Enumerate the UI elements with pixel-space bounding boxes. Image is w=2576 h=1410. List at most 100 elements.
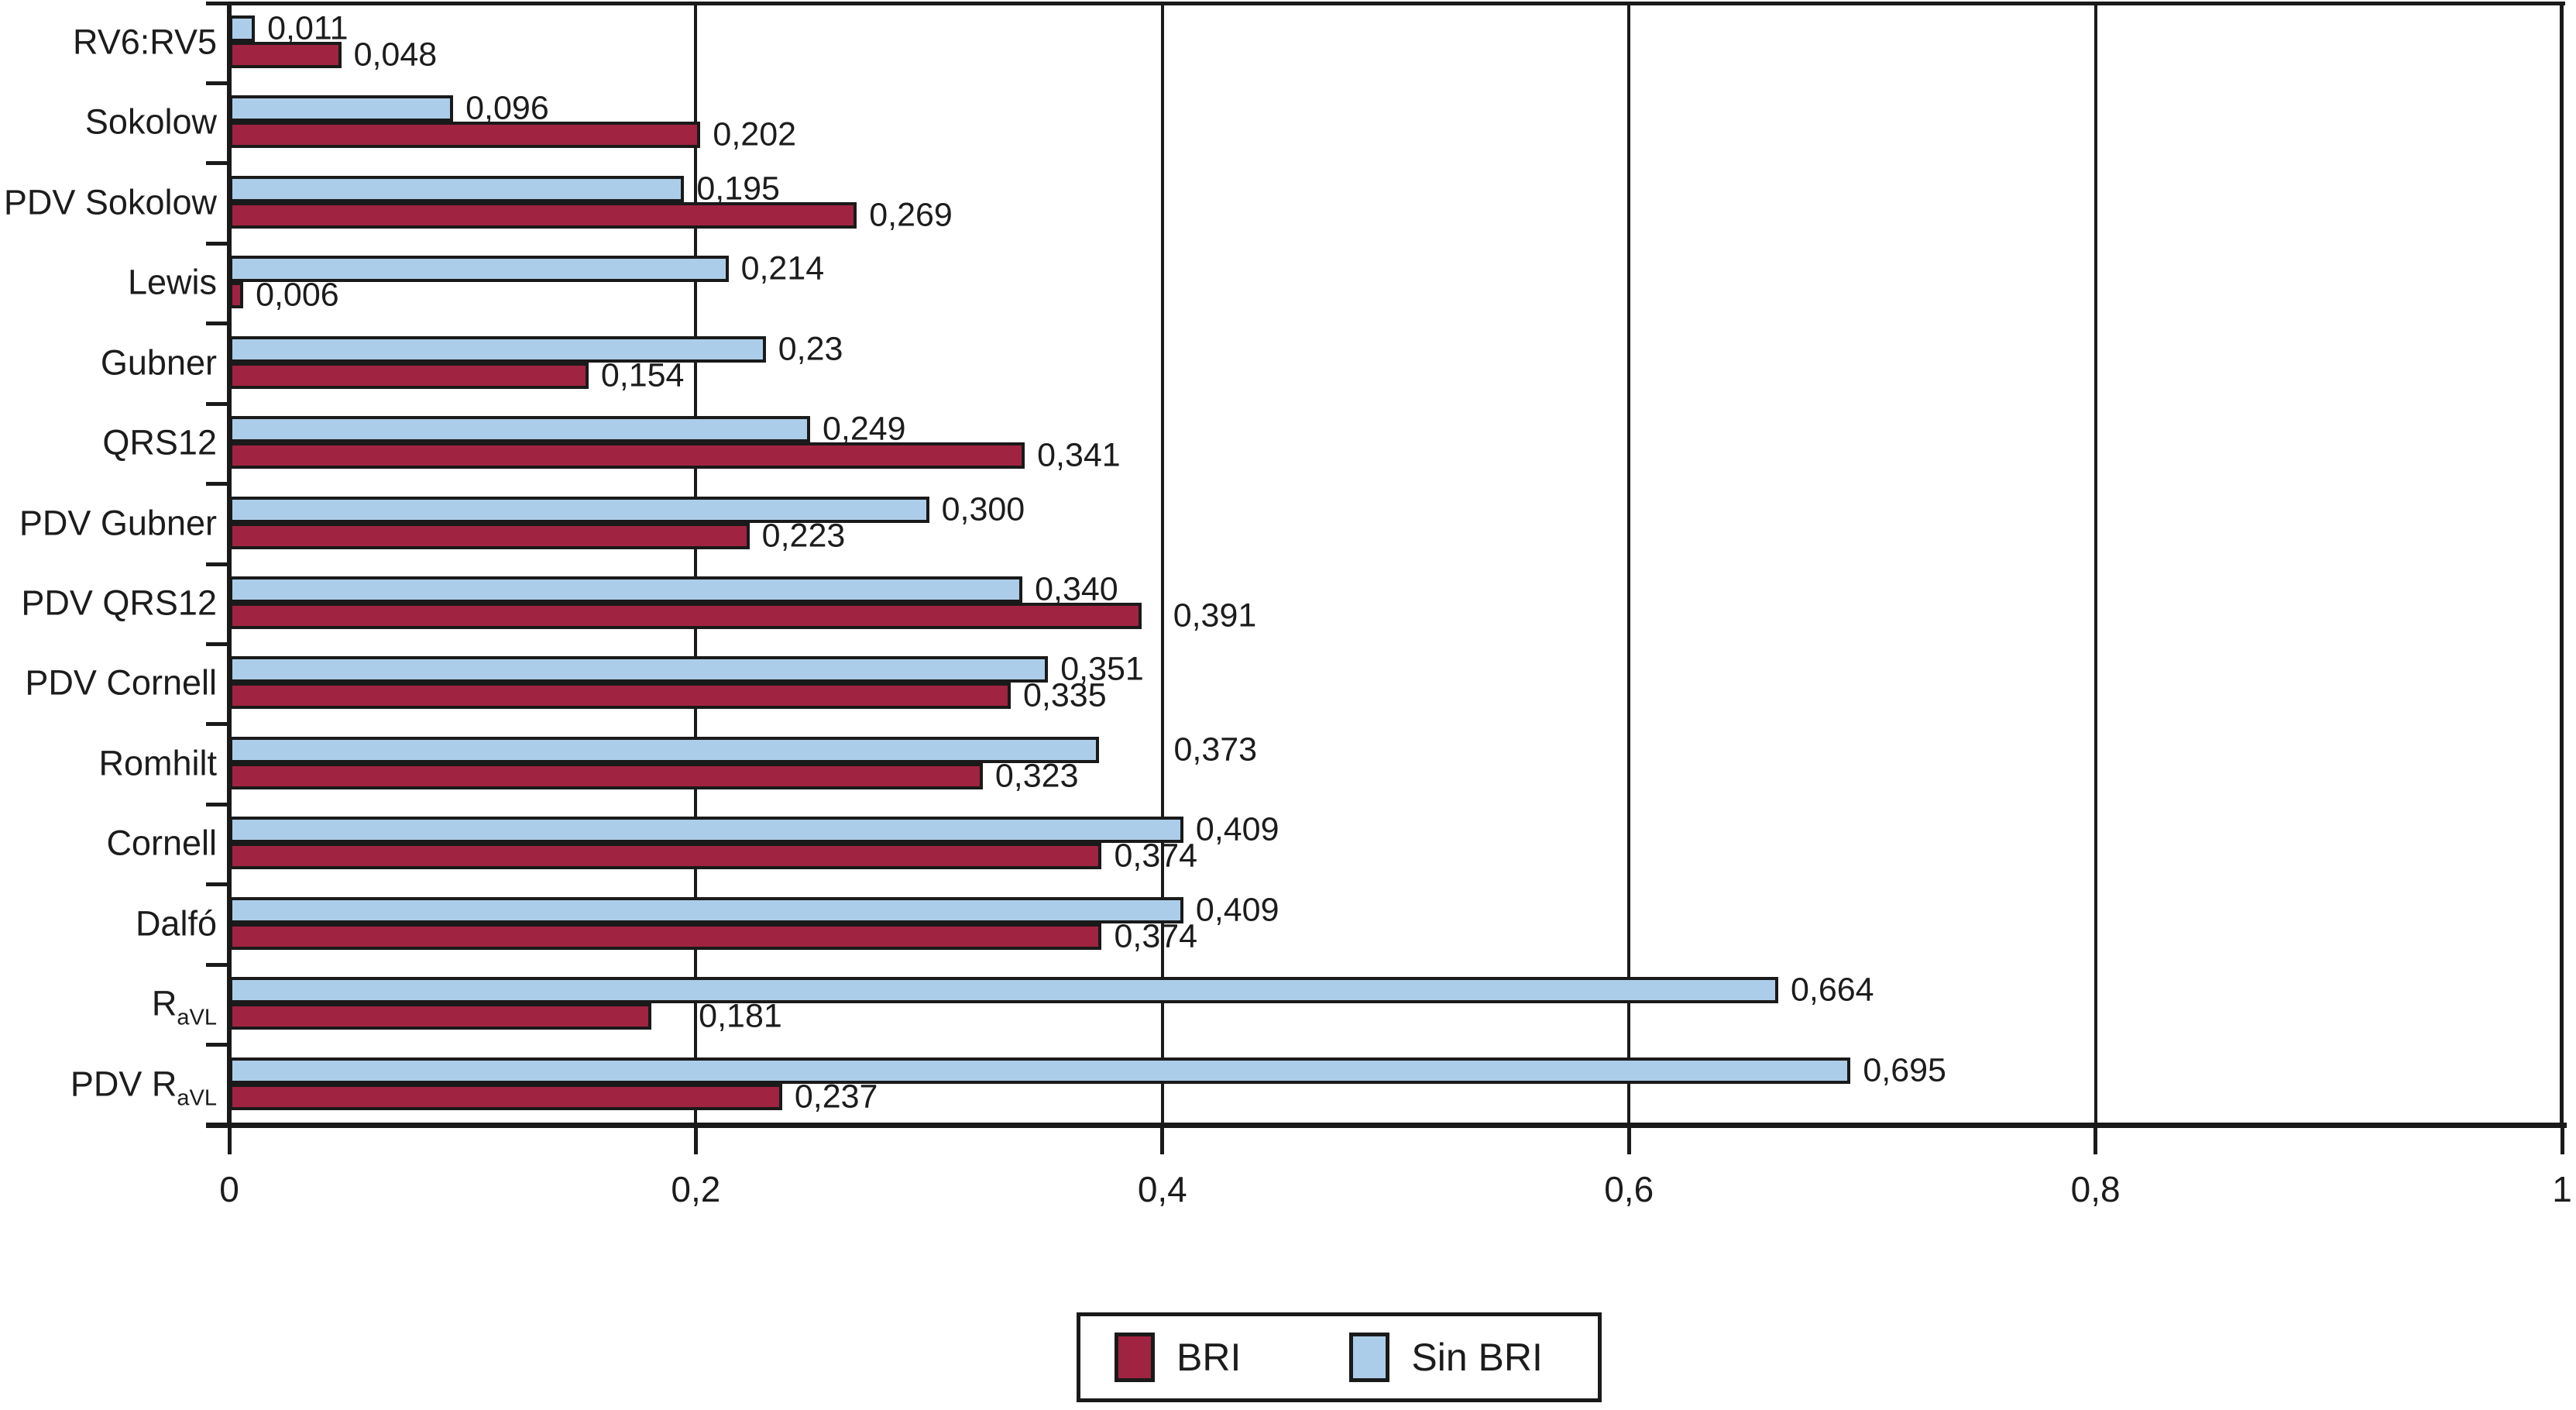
legend-box: BRI Sin BRI	[1077, 1312, 1602, 1402]
bar-bri	[229, 442, 1025, 469]
bar-bri	[229, 923, 1102, 950]
bar-sin-bri	[229, 817, 1183, 844]
x-tick	[693, 1125, 698, 1154]
category-label-subscript: aVL	[177, 1085, 217, 1111]
y-tick	[206, 641, 229, 646]
bar-sin-bri	[229, 15, 256, 42]
legend-swatch-sin-bri	[1349, 1333, 1390, 1382]
value-label-bri: 0,223	[761, 517, 846, 555]
bar-bri	[229, 843, 1102, 870]
category-label: PDV Sokolow	[0, 184, 217, 219]
value-label-bri: 0,269	[869, 196, 953, 234]
y-tick	[206, 161, 229, 166]
value-label-bri: 0,335	[1023, 676, 1107, 714]
category-label: PDV Gubner	[0, 505, 217, 540]
y-tick	[206, 962, 229, 967]
y-tick	[206, 482, 229, 487]
value-label-bri: 0,374	[1114, 837, 1198, 875]
category-label-text: QRS12	[102, 422, 217, 463]
x-axis-line	[206, 1123, 2567, 1128]
value-label-sin-bri: 0,096	[465, 89, 549, 127]
y-tick	[206, 1, 229, 5]
category-label-text: Lewis	[127, 262, 217, 302]
value-label-bri: 0,181	[699, 997, 782, 1035]
value-label-sin-bri: 0,300	[941, 490, 1025, 528]
y-tick	[206, 722, 229, 727]
category-label-text: Sokolow	[84, 101, 217, 142]
y-tick	[206, 81, 229, 85]
category-label-subscript: aVL	[177, 1005, 217, 1030]
plot-right-border	[2560, 3, 2564, 1125]
bar-sin-bri	[229, 1057, 1851, 1084]
value-label-sin-bri: 0,409	[1195, 891, 1279, 929]
bar-sin-bri	[229, 576, 1023, 603]
category-label-text: Cornell	[106, 823, 217, 863]
y-tick	[206, 882, 229, 887]
category-label: Lewis	[0, 265, 217, 300]
bar-bri	[229, 42, 342, 68]
value-label-bri: 0,374	[1114, 917, 1198, 955]
value-label-sin-bri: 0,195	[696, 170, 780, 208]
y-axis-line	[227, 3, 232, 1125]
bar-sin-bri	[229, 335, 766, 363]
category-label-text: Romhilt	[98, 743, 217, 783]
bar-sin-bri	[229, 256, 729, 283]
x-tick-label: 1	[2552, 1169, 2572, 1209]
value-label-sin-bri: 0,23	[778, 330, 843, 368]
value-label-sin-bri: 0,249	[822, 410, 906, 448]
gridline	[694, 3, 698, 1125]
value-label-sin-bri: 0,214	[740, 249, 825, 287]
y-tick	[206, 802, 229, 806]
y-tick	[206, 562, 229, 566]
x-tick	[1626, 1125, 1631, 1154]
bar-bri	[229, 603, 1142, 629]
category-label-text: PDV Sokolow	[3, 182, 217, 222]
category-label: RV6:RV5	[0, 25, 217, 60]
legend-label-bri: BRI	[1176, 1336, 1242, 1379]
value-label-sin-bri: 0,011	[267, 9, 349, 47]
y-tick	[206, 322, 229, 326]
value-label-bri: 0,006	[256, 276, 339, 314]
category-label-text: PDV QRS12	[21, 583, 217, 623]
plot-top-border	[206, 2, 2565, 5]
value-label-sin-bri: 0,340	[1035, 570, 1118, 608]
y-tick	[206, 241, 229, 246]
value-label-bri: 0,154	[600, 356, 685, 394]
y-tick	[206, 401, 229, 406]
bar-bri	[229, 122, 701, 149]
value-label-bri: 0,237	[794, 1078, 878, 1116]
value-label-sin-bri: 0,664	[1790, 971, 1874, 1009]
bar-sin-bri	[229, 977, 1778, 1004]
category-label-text: PDV R	[70, 1064, 177, 1104]
category-label: PDV Cornell	[0, 665, 217, 700]
bar-bri	[229, 1083, 782, 1110]
x-tick-label: 0,2	[671, 1169, 721, 1209]
category-label-text: PDV Cornell	[25, 662, 217, 703]
bar-sin-bri	[229, 496, 929, 523]
bar-bri	[229, 522, 750, 549]
category-label-text: PDV Gubner	[19, 503, 217, 543]
category-label: Dalfó	[0, 906, 217, 941]
category-label: Romhilt	[0, 745, 217, 780]
bar-sin-bri	[229, 175, 685, 202]
x-tick	[2560, 1125, 2564, 1154]
bar-sin-bri	[229, 656, 1049, 683]
legend-swatch-bri	[1115, 1333, 1155, 1382]
x-tick	[227, 1125, 232, 1154]
value-label-bri: 0,048	[353, 36, 438, 74]
category-label-text: Gubner	[100, 342, 217, 383]
value-label-bri: 0,323	[994, 757, 1079, 795]
y-tick	[206, 1043, 229, 1047]
category-label: RaVL	[0, 983, 217, 1030]
gridline	[2093, 3, 2097, 1125]
category-label-text: Dalfó	[135, 903, 217, 944]
category-label-text: R	[151, 983, 177, 1023]
x-tick-label: 0,6	[1604, 1169, 1654, 1209]
x-tick-label: 0,8	[2070, 1169, 2121, 1209]
x-tick-label: 0,4	[1137, 1169, 1187, 1209]
bar-sin-bri	[229, 736, 1100, 763]
category-label-text: RV6:RV5	[73, 22, 217, 62]
category-label: Gubner	[0, 345, 217, 380]
legend-label-sin-bri: Sin BRI	[1411, 1336, 1543, 1379]
